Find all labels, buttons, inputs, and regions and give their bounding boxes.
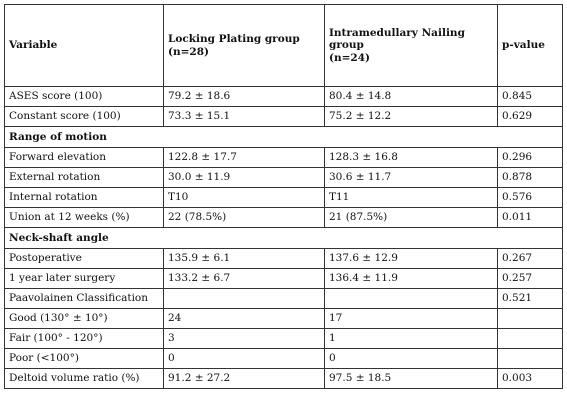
cell-p-value: 0.576 — [497, 187, 563, 208]
cell-variable: ASES score (100) — [4, 86, 164, 107]
cell-variable: Paavolainen Classification — [4, 288, 164, 309]
cell-variable: Poor (<100°) — [4, 348, 164, 369]
cell-p-value: 0.878 — [497, 167, 563, 188]
header-p-value: p-value — [497, 4, 563, 87]
table-row: Forward elevation 122.8 ± 17.7 128.3 ± 16.… — [4, 147, 563, 168]
header-variable: Variable — [4, 4, 164, 87]
cell-p-value: 0.003 — [497, 368, 563, 389]
cell-intramedullary-nailing — [324, 288, 498, 309]
table-row: External rotation 30.0 ± 11.9 30.6 ± 11.7 0… — [4, 167, 563, 188]
table-row: Postoperative 135.9 ± 6.1 137.6 ± 12.9 0.26… — [4, 248, 563, 269]
header-nailing-line-1: Intramedullary Nailing — [329, 27, 465, 40]
cell-locking-plating — [163, 288, 325, 309]
cell-variable: Internal rotation — [4, 187, 164, 208]
cell-p-value: 0.267 — [497, 248, 563, 269]
cell-p-value: 0.257 — [497, 268, 563, 289]
header-row: Variable Locking Plating group (n=28) In… — [4, 4, 563, 87]
section-heading: Range of motion — [4, 126, 563, 148]
cell-intramedullary-nailing: 17 — [324, 308, 498, 329]
cell-p-value: 0.629 — [497, 106, 563, 127]
cell-variable: Postoperative — [4, 248, 164, 269]
table-row: Union at 12 weeks (%) 22 (78.5%) 21 (87.5%… — [4, 207, 563, 228]
cell-variable: External rotation — [4, 167, 164, 188]
table-row: Paavolainen Classification 0.521 — [4, 288, 563, 309]
table-row: Poor (<100°) 0 0 — [4, 348, 563, 369]
section-row: Range of motion — [4, 126, 563, 148]
cell-p-value — [497, 328, 563, 349]
cell-intramedullary-nailing: 0 — [324, 348, 498, 369]
table-row: ASES score (100) 79.2 ± 18.6 80.4 ± 14.8 0.… — [4, 86, 563, 107]
cell-intramedullary-nailing: 75.2 ± 12.2 — [324, 106, 498, 127]
cell-locking-plating: 3 — [163, 328, 325, 349]
cell-intramedullary-nailing: 30.6 ± 11.7 — [324, 167, 498, 188]
header-locking-line-2: (n=28) — [168, 45, 209, 58]
cell-intramedullary-nailing: 136.4 ± 11.9 — [324, 268, 498, 289]
cell-variable: Constant score (100) — [4, 106, 164, 127]
cell-locking-plating: 135.9 ± 6.1 — [163, 248, 325, 269]
cell-variable: Good (130° ± 10°) — [4, 308, 164, 329]
table-body: ASES score (100) 79.2 ± 18.6 80.4 ± 14.8 0.… — [4, 86, 563, 389]
header-locking-line-1: Locking Plating group — [168, 33, 300, 46]
table-row: Constant score (100) 73.3 ± 15.1 75.2 ± 12… — [4, 106, 563, 127]
section-heading: Neck-shaft angle — [4, 227, 563, 249]
table-row: Fair (100° - 120°) 3 1 — [4, 328, 563, 349]
cell-p-value: 0.011 — [497, 207, 563, 228]
cell-variable: Deltoid volume ratio (%) — [4, 368, 164, 389]
results-table: Variable Locking Plating group (n=28) In… — [4, 4, 563, 389]
cell-variable: 1 year later surgery — [4, 268, 164, 289]
cell-locking-plating: 30.0 ± 11.9 — [163, 167, 325, 188]
cell-variable: Fair (100° - 120°) — [4, 328, 164, 349]
cell-intramedullary-nailing: 80.4 ± 14.8 — [324, 86, 498, 107]
cell-p-value: 0.845 — [497, 86, 563, 107]
section-row: Neck-shaft angle — [4, 227, 563, 249]
header-intramedullary-nailing: Intramedullary Nailing group (n=24) — [324, 4, 498, 87]
cell-locking-plating: T10 — [163, 187, 325, 208]
table-row: Deltoid volume ratio (%) 91.2 ± 27.2 97.5 … — [4, 368, 563, 389]
cell-variable: Forward elevation — [4, 147, 164, 168]
cell-locking-plating: 91.2 ± 27.2 — [163, 368, 325, 389]
table-row: Good (130° ± 10°) 24 17 — [4, 308, 563, 329]
cell-p-value — [497, 348, 563, 369]
cell-locking-plating: 24 — [163, 308, 325, 329]
header-nailing-line-3: (n=24) — [329, 51, 370, 64]
cell-variable: Union at 12 weeks (%) — [4, 207, 164, 228]
cell-locking-plating: 22 (78.5%) — [163, 207, 325, 228]
cell-intramedullary-nailing: 137.6 ± 12.9 — [324, 248, 498, 269]
table-row: 1 year later surgery 133.2 ± 6.7 136.4 ± 1… — [4, 268, 563, 289]
cell-intramedullary-nailing: 21 (87.5%) — [324, 207, 498, 228]
header-nailing-line-2: group — [329, 39, 364, 52]
cell-p-value: 0.296 — [497, 147, 563, 168]
cell-locking-plating: 0 — [163, 348, 325, 369]
cell-intramedullary-nailing: 128.3 ± 16.8 — [324, 147, 498, 168]
cell-intramedullary-nailing: 1 — [324, 328, 498, 349]
header-locking-plating: Locking Plating group (n=28) — [163, 4, 325, 87]
table-row: Internal rotation T10 T11 0.576 — [4, 187, 563, 208]
cell-p-value: 0.521 — [497, 288, 563, 309]
cell-p-value — [497, 308, 563, 329]
cell-locking-plating: 133.2 ± 6.7 — [163, 268, 325, 289]
cell-intramedullary-nailing: T11 — [324, 187, 498, 208]
cell-locking-plating: 73.3 ± 15.1 — [163, 106, 325, 127]
cell-locking-plating: 122.8 ± 17.7 — [163, 147, 325, 168]
cell-intramedullary-nailing: 97.5 ± 18.5 — [324, 368, 498, 389]
cell-locking-plating: 79.2 ± 18.6 — [163, 86, 325, 107]
